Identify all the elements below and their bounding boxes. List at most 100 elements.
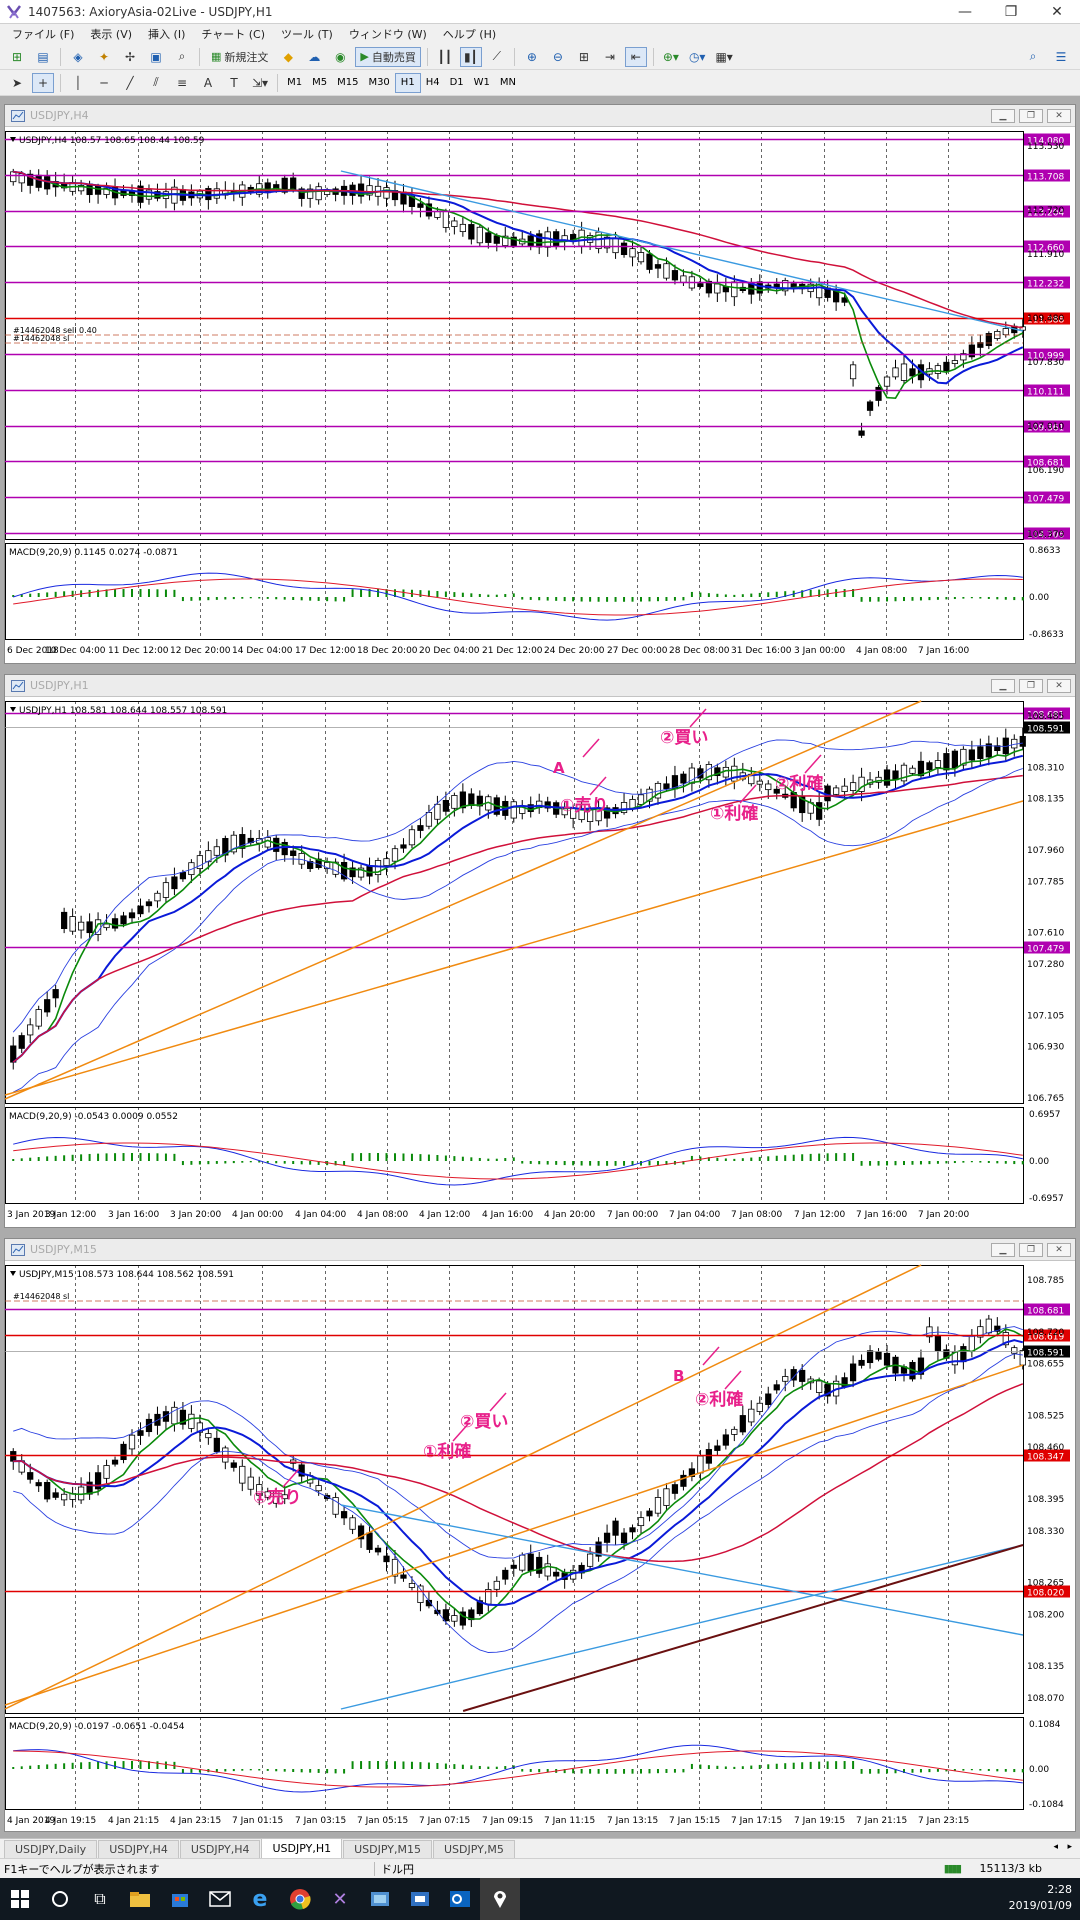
timeframe-h4[interactable]: H4 bbox=[425, 77, 440, 88]
chart-minimize-icon[interactable]: ▁ bbox=[991, 109, 1015, 123]
chart-shift-icon[interactable]: ⇤ bbox=[624, 46, 647, 67]
tab-usdjpy-daily[interactable]: USDJPY,Daily bbox=[4, 1840, 98, 1858]
signals-icon[interactable]: ◉ bbox=[335, 49, 346, 64]
community-search-icon[interactable]: ☰ bbox=[1055, 49, 1067, 64]
chart-canvas[interactable]: 108.681 108.619 108.591 108.347 108.020 108.7… bbox=[4, 1261, 1071, 1831]
trendline-orange-lower[interactable] bbox=[4, 800, 1024, 1096]
chart-window-1[interactable]: USDJPY,H1 ▁ ❐ ✕ 108.681 108.591 107.479 108.485… bbox=[4, 674, 1076, 1228]
close-button[interactable]: ✕ bbox=[1051, 4, 1063, 20]
trendline-blue-support[interactable] bbox=[340, 1544, 1024, 1710]
autoscroll-icon[interactable]: ⇥ bbox=[604, 49, 615, 64]
chart-window-titlebar[interactable]: USDJPY,H4 ▁ ❐ ✕ bbox=[5, 105, 1075, 127]
timeframe-m1[interactable]: M1 bbox=[287, 77, 303, 88]
chart-window-2[interactable]: USDJPY,M15 ▁ ❐ ✕ 108.681 108.619 108.591 108.34… bbox=[4, 1238, 1076, 1832]
tab-usdjpy-h4[interactable]: USDJPY,H4 bbox=[98, 1840, 179, 1858]
periods-icon[interactable]: ◷▾ bbox=[688, 49, 706, 64]
header-dropdown-icon[interactable] bbox=[10, 707, 16, 712]
data-window-icon[interactable]: ✦ bbox=[98, 49, 110, 64]
remote-desktop-icon[interactable] bbox=[400, 1878, 440, 1920]
search-circle-icon[interactable] bbox=[40, 1878, 80, 1920]
vertical-line-icon[interactable]: │ bbox=[74, 75, 82, 90]
channel-icon[interactable]: ⫽ bbox=[153, 75, 159, 89]
crosshair-icon[interactable]: + bbox=[32, 72, 54, 93]
trendline-blue[interactable] bbox=[340, 1504, 1024, 1636]
mail-icon[interactable] bbox=[200, 1878, 240, 1920]
menu-view[interactable]: 表示 (V) bbox=[90, 28, 133, 41]
maps-pin-icon[interactable] bbox=[480, 1878, 520, 1920]
tab-scroll-right-icon[interactable]: ▸ bbox=[1067, 1842, 1072, 1852]
tab-usdjpy-h4-2[interactable]: USDJPY,H4 bbox=[179, 1840, 261, 1858]
menu-help[interactable]: ヘルプ (H) bbox=[442, 28, 497, 41]
tile-windows-icon[interactable]: ⊞ bbox=[578, 49, 589, 64]
file-explorer-icon[interactable] bbox=[120, 1878, 160, 1920]
zoom-in-icon[interactable]: ⊕ bbox=[526, 49, 537, 64]
store-icon[interactable] bbox=[160, 1878, 200, 1920]
chart-canvas[interactable]: 108.681 108.591 107.479 108.485 108.310 108.1… bbox=[4, 697, 1071, 1227]
menu-window[interactable]: ウィンドウ (W) bbox=[348, 28, 427, 41]
tab-scroll-left-icon[interactable]: ◂ bbox=[1053, 1842, 1058, 1852]
indicators-icon[interactable]: ⊕▾ bbox=[662, 49, 679, 64]
chart-window-0[interactable]: USDJPY,H4 ▁ ❐ ✕ 114.080 113.708 113.204 112.660… bbox=[4, 104, 1076, 664]
community-icon[interactable]: ☁ bbox=[308, 49, 321, 64]
text-label-icon[interactable]: T bbox=[230, 75, 238, 90]
chart-close-icon[interactable]: ✕ bbox=[1047, 679, 1071, 693]
templates-icon[interactable]: ▦▾ bbox=[715, 49, 733, 64]
chrome-browser-icon[interactable] bbox=[280, 1878, 320, 1920]
header-dropdown-icon[interactable] bbox=[10, 137, 16, 142]
line-chart-icon[interactable]: ⟋ bbox=[492, 49, 502, 63]
metatrader-app-icon[interactable]: ✕ bbox=[332, 1888, 348, 1910]
new-chart-icon[interactable]: ⊞ bbox=[11, 49, 23, 64]
timeframe-h1[interactable]: H1 bbox=[394, 72, 421, 93]
zoom-out-icon[interactable]: ⊖ bbox=[552, 49, 563, 64]
timeframe-m15[interactable]: M15 bbox=[337, 77, 359, 88]
start-windows-icon[interactable] bbox=[0, 1878, 40, 1920]
auto-trading-button[interactable]: ▶ 自動売買 bbox=[355, 46, 421, 67]
maximize-button[interactable]: ❐ bbox=[1004, 4, 1018, 20]
timeframe-mn[interactable]: MN bbox=[499, 77, 516, 88]
taskbar-clock[interactable]: 2:28 2019/01/09 bbox=[1009, 1882, 1072, 1914]
network-app-icon[interactable] bbox=[360, 1878, 400, 1920]
menu-insert[interactable]: 挿入 (I) bbox=[148, 28, 186, 41]
arrows-icon[interactable]: ⇲▾ bbox=[252, 75, 269, 90]
trendline-icon[interactable]: ╱ bbox=[126, 75, 134, 90]
edge-browser-icon[interactable]: e bbox=[252, 1886, 268, 1912]
bar-chart-icon[interactable]: ┃┃ bbox=[437, 49, 453, 64]
trendline-orange-upper[interactable] bbox=[4, 1264, 922, 1710]
new-order-button[interactable]: ▦ 新規注文 bbox=[211, 50, 269, 64]
minimize-button[interactable]: — bbox=[958, 4, 972, 20]
market-watch-icon[interactable]: ◈ bbox=[73, 49, 83, 64]
header-dropdown-icon[interactable] bbox=[10, 1271, 16, 1276]
main-plot-area[interactable] bbox=[5, 1265, 1024, 1714]
chart-window-titlebar[interactable]: USDJPY,M15 ▁ ❐ ✕ bbox=[5, 1239, 1075, 1261]
timeframe-d1[interactable]: D1 bbox=[449, 77, 464, 88]
main-plot-area[interactable] bbox=[5, 701, 1024, 1104]
chart-restore-icon[interactable]: ❐ bbox=[1019, 679, 1043, 693]
chart-window-titlebar[interactable]: USDJPY,H1 ▁ ❐ ✕ bbox=[5, 675, 1075, 697]
fibonacci-icon[interactable]: ≡ bbox=[176, 75, 188, 90]
profiles-icon[interactable]: ▤ bbox=[37, 49, 49, 64]
menu-tools[interactable]: ツール (T) bbox=[281, 28, 333, 41]
search-icon[interactable]: ⌕ bbox=[1029, 49, 1037, 63]
trendline-orange-upper[interactable] bbox=[4, 700, 922, 1100]
navigator-icon[interactable]: ✢ bbox=[124, 49, 136, 64]
metaeditor-icon[interactable]: ◆ bbox=[283, 49, 294, 64]
chart-restore-icon[interactable]: ❐ bbox=[1019, 109, 1043, 123]
menu-file[interactable]: ファイル (F) bbox=[12, 28, 75, 41]
tab-usdjpy-m5[interactable]: USDJPY,M5 bbox=[432, 1840, 515, 1858]
task-view-icon[interactable]: ⧉ bbox=[94, 1889, 106, 1908]
trendline-orange-lower[interactable] bbox=[4, 1364, 1024, 1706]
timeframe-m30[interactable]: M30 bbox=[368, 77, 390, 88]
terminal-icon[interactable]: ▣ bbox=[150, 49, 162, 64]
candlestick-icon[interactable]: ▮┃ bbox=[459, 46, 482, 67]
chart-close-icon[interactable]: ✕ bbox=[1047, 1243, 1071, 1257]
menu-chart[interactable]: チャート (C) bbox=[201, 28, 266, 41]
tab-usdjpy-h1[interactable]: USDJPY,H1 bbox=[261, 1838, 343, 1858]
chart-minimize-icon[interactable]: ▁ bbox=[991, 1243, 1015, 1257]
chart-restore-icon[interactable]: ❐ bbox=[1019, 1243, 1043, 1257]
trendline-blue[interactable] bbox=[340, 170, 1024, 332]
chart-close-icon[interactable]: ✕ bbox=[1047, 109, 1071, 123]
cursor-icon[interactable]: ➤ bbox=[11, 75, 23, 90]
tester-icon[interactable]: ⌕ bbox=[178, 49, 186, 63]
tab-usdjpy-m15[interactable]: USDJPY,M15 bbox=[343, 1840, 432, 1858]
outlook-icon[interactable] bbox=[440, 1878, 480, 1920]
